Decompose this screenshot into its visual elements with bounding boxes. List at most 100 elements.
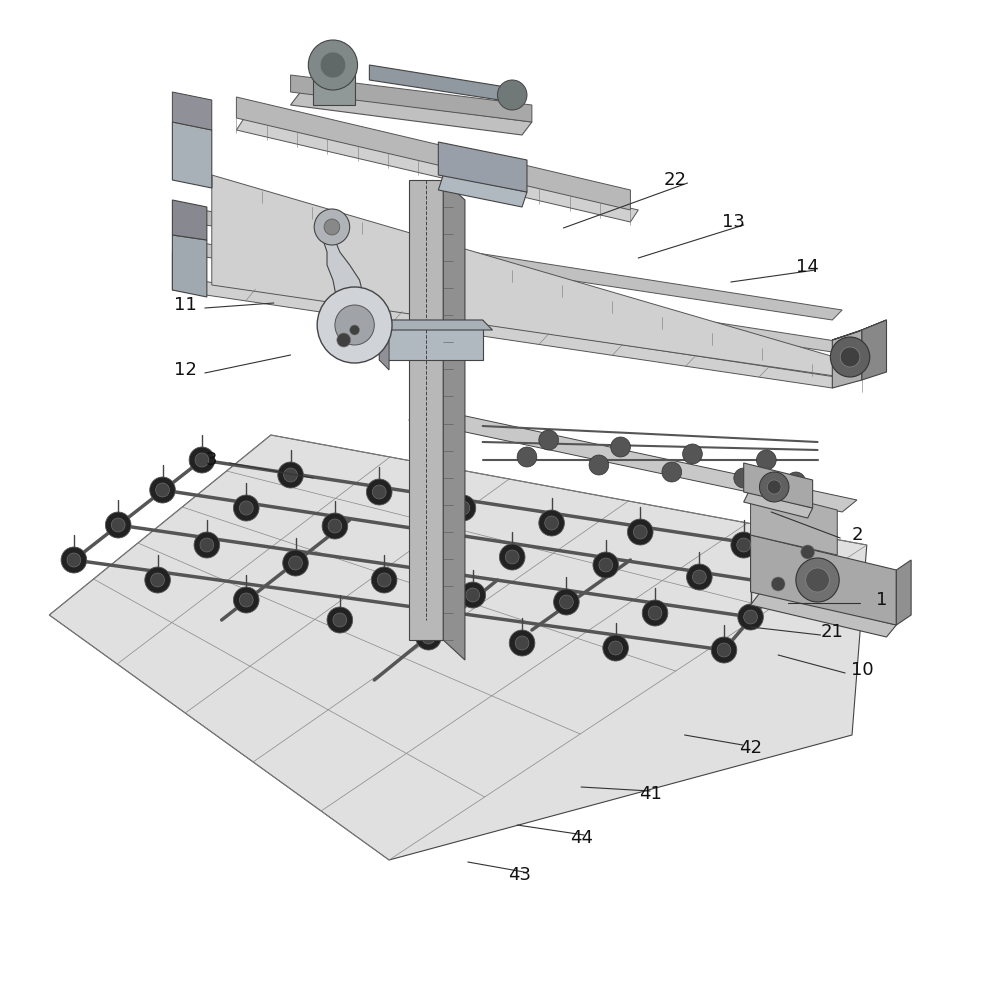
Text: 12: 12 [173,361,197,379]
Circle shape [499,544,525,570]
Polygon shape [212,175,862,380]
Polygon shape [379,320,389,370]
Text: 2: 2 [851,526,863,544]
Circle shape [509,630,535,656]
Circle shape [545,516,558,530]
Circle shape [335,305,374,345]
Polygon shape [751,535,896,625]
Circle shape [765,571,791,597]
Circle shape [830,337,870,377]
Polygon shape [172,240,842,352]
Circle shape [233,587,259,613]
Circle shape [189,447,215,473]
Circle shape [767,480,781,494]
Circle shape [105,512,131,538]
Circle shape [756,450,776,470]
Circle shape [372,485,386,499]
Circle shape [151,573,164,587]
Circle shape [611,437,630,457]
Text: 3: 3 [206,451,218,469]
Circle shape [539,510,564,536]
Circle shape [717,643,731,657]
Polygon shape [409,407,857,512]
Circle shape [327,607,353,633]
Circle shape [795,539,821,565]
Circle shape [627,519,653,545]
Circle shape [497,80,527,110]
Polygon shape [291,75,532,122]
Circle shape [840,347,860,367]
Text: 21: 21 [821,623,844,641]
Circle shape [609,641,623,655]
Text: 10: 10 [851,661,873,679]
Circle shape [711,637,737,663]
Circle shape [734,468,754,488]
Circle shape [599,558,613,572]
Polygon shape [438,142,527,192]
Polygon shape [236,97,630,210]
Circle shape [589,455,609,475]
Circle shape [554,589,579,615]
Text: 14: 14 [796,258,820,276]
Circle shape [450,495,476,521]
Polygon shape [172,240,182,290]
Circle shape [422,630,435,644]
Circle shape [417,536,430,550]
Circle shape [801,545,815,559]
Circle shape [337,333,351,347]
Circle shape [786,472,806,492]
Circle shape [692,570,706,584]
Circle shape [687,564,712,590]
Circle shape [333,613,347,627]
Polygon shape [172,207,842,320]
Circle shape [662,462,682,482]
Circle shape [200,538,214,552]
Circle shape [466,588,480,602]
Circle shape [145,567,170,593]
Circle shape [411,530,436,556]
Circle shape [456,501,470,515]
Circle shape [317,287,392,363]
Circle shape [195,453,209,467]
Polygon shape [443,180,465,660]
Circle shape [593,552,619,578]
Polygon shape [322,227,364,325]
Circle shape [539,430,558,450]
Circle shape [156,483,169,497]
Text: 43: 43 [507,866,531,884]
Circle shape [67,553,81,567]
Polygon shape [379,320,492,330]
Circle shape [284,468,297,482]
Polygon shape [438,175,527,207]
Polygon shape [751,592,896,637]
Circle shape [377,573,391,587]
Circle shape [324,219,340,235]
Circle shape [738,604,763,630]
Circle shape [771,577,785,591]
Circle shape [289,556,302,570]
Circle shape [416,624,441,650]
Circle shape [806,568,829,592]
Text: 11: 11 [173,296,197,314]
Polygon shape [291,92,532,135]
Polygon shape [313,65,355,105]
Circle shape [314,209,350,245]
Polygon shape [744,492,813,518]
Circle shape [111,518,125,532]
Polygon shape [49,435,867,860]
Circle shape [796,558,839,602]
Circle shape [61,547,87,573]
Text: 42: 42 [739,739,762,757]
Polygon shape [172,235,207,297]
Circle shape [744,610,757,624]
Circle shape [642,600,668,626]
Circle shape [194,532,220,558]
Polygon shape [409,180,443,640]
Circle shape [633,525,647,539]
Circle shape [460,582,486,608]
Polygon shape [172,122,212,188]
Text: 1: 1 [876,591,887,609]
Circle shape [322,513,348,539]
Polygon shape [172,278,842,388]
Circle shape [371,567,397,593]
